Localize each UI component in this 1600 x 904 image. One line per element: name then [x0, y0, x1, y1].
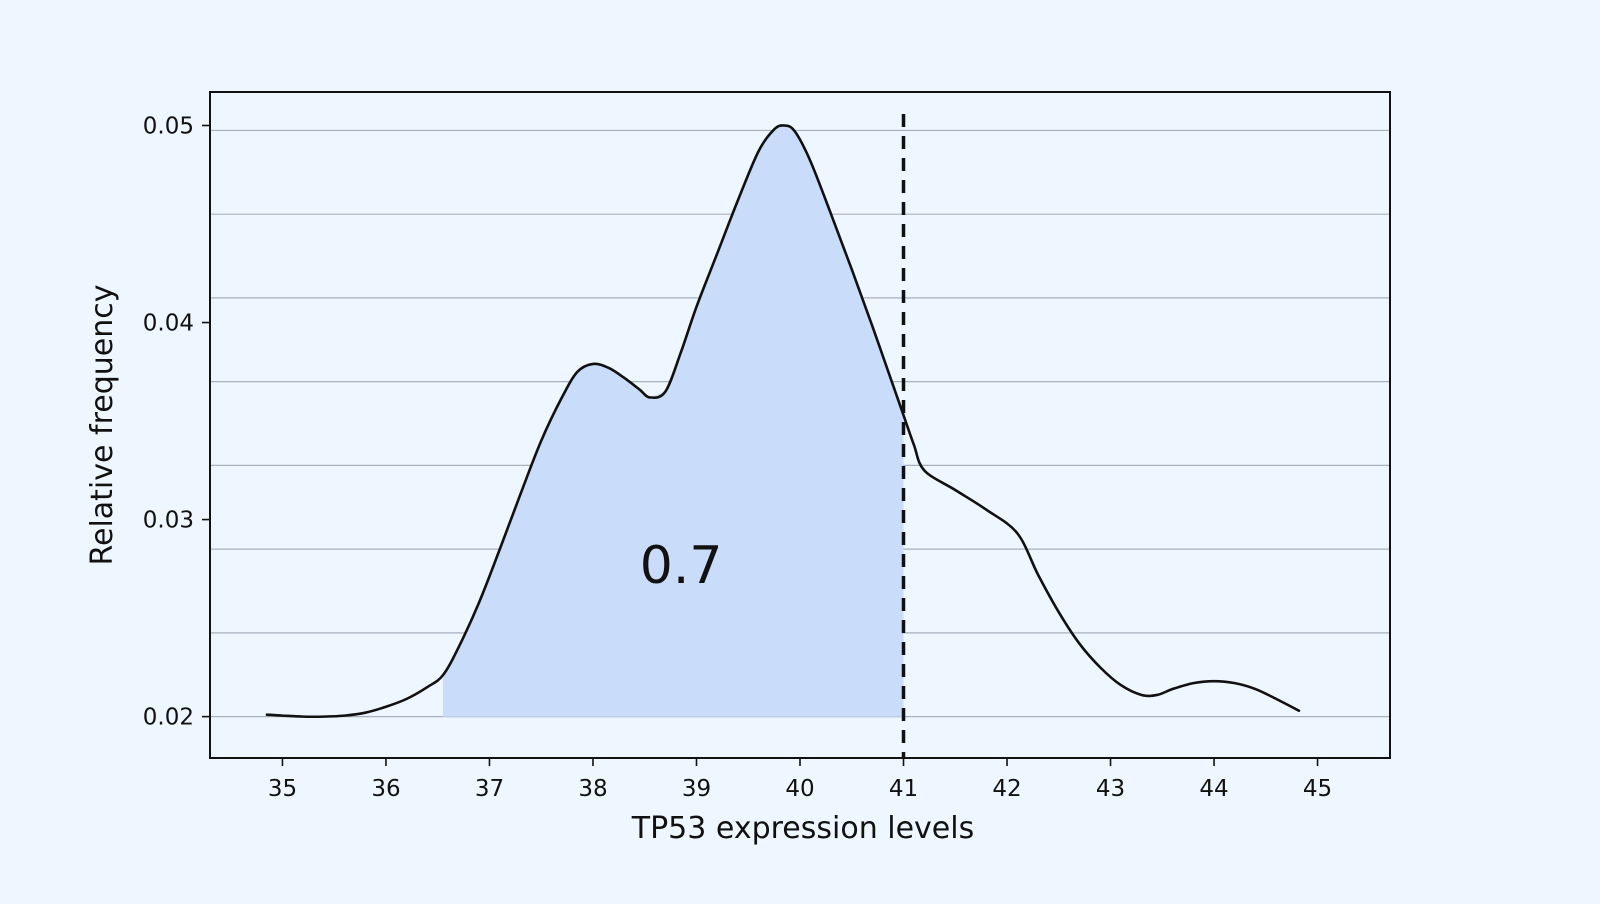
density-series: [265, 124, 1301, 719]
y-tick-label: 0.04: [143, 311, 194, 337]
x-tick-label: 38: [578, 776, 607, 802]
x-tick-label: 41: [889, 776, 918, 802]
x-axis: 35 36 37 38 39 40 41 42 43 44 45: [268, 758, 1332, 802]
y-axis: 0.02 0.03 0.04 0.05: [143, 113, 210, 731]
shaded-region: [442, 125, 904, 717]
x-tick-label: 42: [992, 776, 1021, 802]
x-tick-label: 36: [371, 776, 400, 802]
x-axis-title: TP53 expression levels: [631, 811, 974, 846]
x-tick-label: 45: [1303, 776, 1332, 802]
area-value-label: 0.7: [640, 536, 723, 596]
x-tick-label: 40: [785, 776, 814, 802]
x-tick-label: 39: [682, 776, 711, 802]
x-tick-label: 43: [1096, 776, 1125, 802]
y-axis-title: Relative frequency: [85, 285, 120, 566]
x-tick-label: 35: [268, 776, 297, 802]
shaded-area: [442, 125, 904, 717]
y-tick-label: 0.02: [143, 705, 194, 731]
density-curve: [265, 124, 1301, 719]
x-tick-label: 37: [475, 776, 504, 802]
y-tick-label: 0.03: [143, 508, 194, 534]
annotations: 0.7: [640, 536, 723, 596]
x-tick-label: 44: [1199, 776, 1228, 802]
y-tick-label: 0.05: [143, 113, 194, 139]
